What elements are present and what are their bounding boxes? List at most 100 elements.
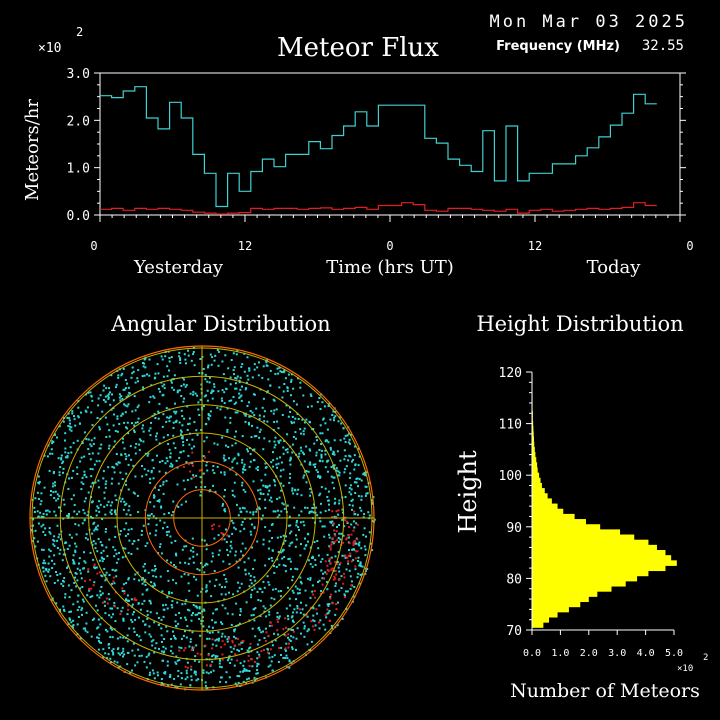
polar-point-secondary — [221, 658, 224, 661]
polar-point — [40, 525, 43, 528]
polar-point — [210, 391, 213, 394]
polar-point — [258, 629, 261, 632]
polar-point — [62, 553, 65, 556]
polar-point — [158, 470, 161, 473]
polar-point — [158, 647, 160, 650]
polar-point — [286, 386, 289, 389]
polar-point-secondary — [287, 646, 290, 649]
polar-point — [94, 547, 97, 550]
polar-point-secondary — [314, 596, 316, 599]
polar-point — [192, 604, 195, 606]
polar-point — [269, 664, 272, 667]
polar-point — [343, 525, 346, 528]
polar-point — [290, 616, 293, 619]
height-bar — [532, 426, 534, 432]
polar-point-secondary — [213, 523, 215, 526]
polar-point — [125, 502, 128, 505]
polar-point — [54, 433, 56, 436]
polar-point — [162, 436, 165, 439]
polar-point-secondary — [324, 560, 327, 563]
height-bar — [532, 617, 550, 623]
polar-point — [186, 439, 188, 441]
polar-point-secondary — [269, 648, 272, 651]
polar-point — [206, 399, 209, 402]
polar-point — [207, 414, 210, 417]
polar-point — [206, 629, 208, 632]
polar-point — [357, 495, 360, 498]
polar-point — [63, 609, 66, 612]
polar-point — [281, 550, 284, 553]
polar-point — [273, 421, 276, 423]
polar-point — [134, 573, 137, 576]
polar-point — [145, 473, 148, 476]
polar-point — [170, 604, 173, 606]
polar-point — [291, 579, 294, 582]
polar-point — [345, 465, 348, 468]
polar-point — [359, 573, 362, 576]
polar-point — [126, 634, 129, 637]
polar-point — [344, 434, 347, 437]
polar-point — [97, 479, 100, 482]
polar-point — [201, 616, 204, 619]
polar-point — [112, 399, 115, 402]
polar-point — [330, 521, 333, 524]
polar-point — [268, 557, 271, 560]
polar-point — [230, 399, 233, 402]
polar-point — [173, 564, 175, 566]
polar-point — [175, 655, 178, 658]
polar-point — [352, 559, 355, 562]
polar-point — [36, 491, 39, 494]
polar-point — [288, 515, 291, 518]
polar-point — [124, 411, 127, 414]
polar-point — [122, 367, 125, 370]
polar-point — [333, 467, 336, 470]
polar-point — [342, 534, 345, 537]
polar-point — [79, 572, 82, 575]
polar-point — [340, 532, 343, 535]
polar-point — [358, 478, 361, 481]
polar-point — [70, 498, 73, 501]
polar-point — [282, 548, 285, 551]
polar-point — [150, 581, 153, 584]
flux-x-tick-label: 12 — [238, 239, 252, 253]
polar-point — [264, 462, 267, 465]
polar-point — [96, 550, 99, 553]
polar-point — [67, 565, 70, 568]
polar-point-secondary — [276, 629, 279, 632]
polar-point — [299, 446, 302, 449]
height-bar — [532, 451, 536, 458]
polar-point — [371, 549, 374, 552]
polar-point-secondary — [356, 523, 359, 526]
polar-point — [72, 626, 74, 629]
polar-point — [224, 578, 227, 580]
polar-point — [259, 615, 262, 618]
polar-point — [256, 366, 259, 369]
polar-point — [161, 590, 164, 593]
polar-point — [350, 433, 353, 436]
polar-point — [169, 673, 172, 676]
polar-point — [152, 672, 155, 675]
polar-point — [321, 401, 324, 404]
polar-point — [63, 503, 66, 506]
polar-point — [150, 470, 153, 472]
polar-point — [113, 601, 116, 604]
polar-point — [42, 548, 45, 551]
polar-point — [176, 466, 179, 469]
polar-point — [134, 446, 137, 449]
polar-point — [106, 504, 109, 507]
polar-point — [307, 470, 310, 473]
polar-point — [103, 505, 106, 508]
polar-point — [282, 484, 285, 487]
polar-point — [153, 413, 156, 415]
polar-point — [98, 559, 101, 562]
polar-point — [54, 484, 56, 487]
polar-point — [288, 666, 291, 669]
polar-point — [250, 582, 253, 585]
polar-point — [183, 397, 186, 400]
polar-point-secondary — [187, 463, 190, 466]
polar-point — [238, 675, 241, 678]
polar-point — [142, 440, 145, 443]
polar-point-secondary — [347, 560, 350, 563]
polar-point — [268, 652, 270, 655]
polar-point — [158, 545, 161, 548]
